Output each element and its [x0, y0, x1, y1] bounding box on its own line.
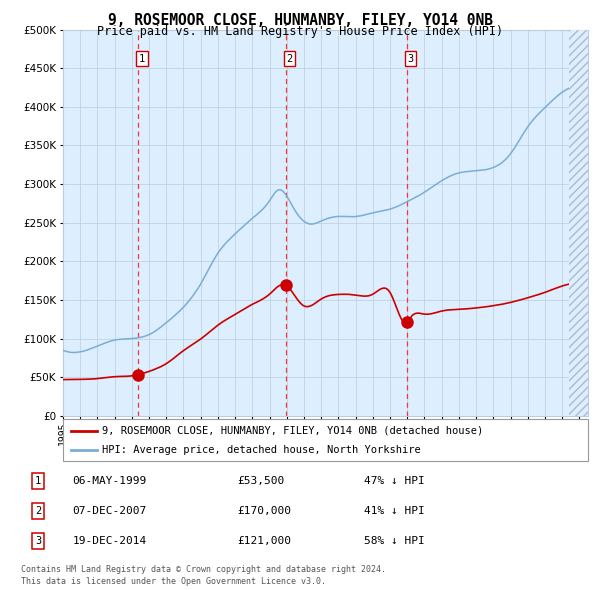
Text: Contains HM Land Registry data © Crown copyright and database right 2024.: Contains HM Land Registry data © Crown c… [21, 565, 386, 574]
Text: 47% ↓ HPI: 47% ↓ HPI [364, 476, 424, 486]
Text: 3: 3 [35, 536, 41, 546]
Text: This data is licensed under the Open Government Licence v3.0.: This data is licensed under the Open Gov… [21, 577, 326, 586]
Text: 9, ROSEMOOR CLOSE, HUNMANBY, FILEY, YO14 0NB: 9, ROSEMOOR CLOSE, HUNMANBY, FILEY, YO14… [107, 13, 493, 28]
Text: 3: 3 [407, 54, 413, 64]
Text: Price paid vs. HM Land Registry's House Price Index (HPI): Price paid vs. HM Land Registry's House … [97, 25, 503, 38]
Text: 41% ↓ HPI: 41% ↓ HPI [364, 506, 424, 516]
Text: 1: 1 [139, 54, 145, 64]
Text: 58% ↓ HPI: 58% ↓ HPI [364, 536, 424, 546]
FancyBboxPatch shape [63, 419, 588, 461]
Text: 2: 2 [286, 54, 293, 64]
Text: 07-DEC-2007: 07-DEC-2007 [73, 506, 147, 516]
Text: 1: 1 [35, 476, 41, 486]
Text: 9, ROSEMOOR CLOSE, HUNMANBY, FILEY, YO14 0NB (detached house): 9, ROSEMOOR CLOSE, HUNMANBY, FILEY, YO14… [103, 426, 484, 436]
Text: £53,500: £53,500 [237, 476, 284, 486]
Text: 19-DEC-2014: 19-DEC-2014 [73, 536, 147, 546]
Text: HPI: Average price, detached house, North Yorkshire: HPI: Average price, detached house, Nort… [103, 445, 421, 455]
Text: 06-MAY-1999: 06-MAY-1999 [73, 476, 147, 486]
Text: £170,000: £170,000 [237, 506, 291, 516]
Text: 2: 2 [35, 506, 41, 516]
Text: £121,000: £121,000 [237, 536, 291, 546]
